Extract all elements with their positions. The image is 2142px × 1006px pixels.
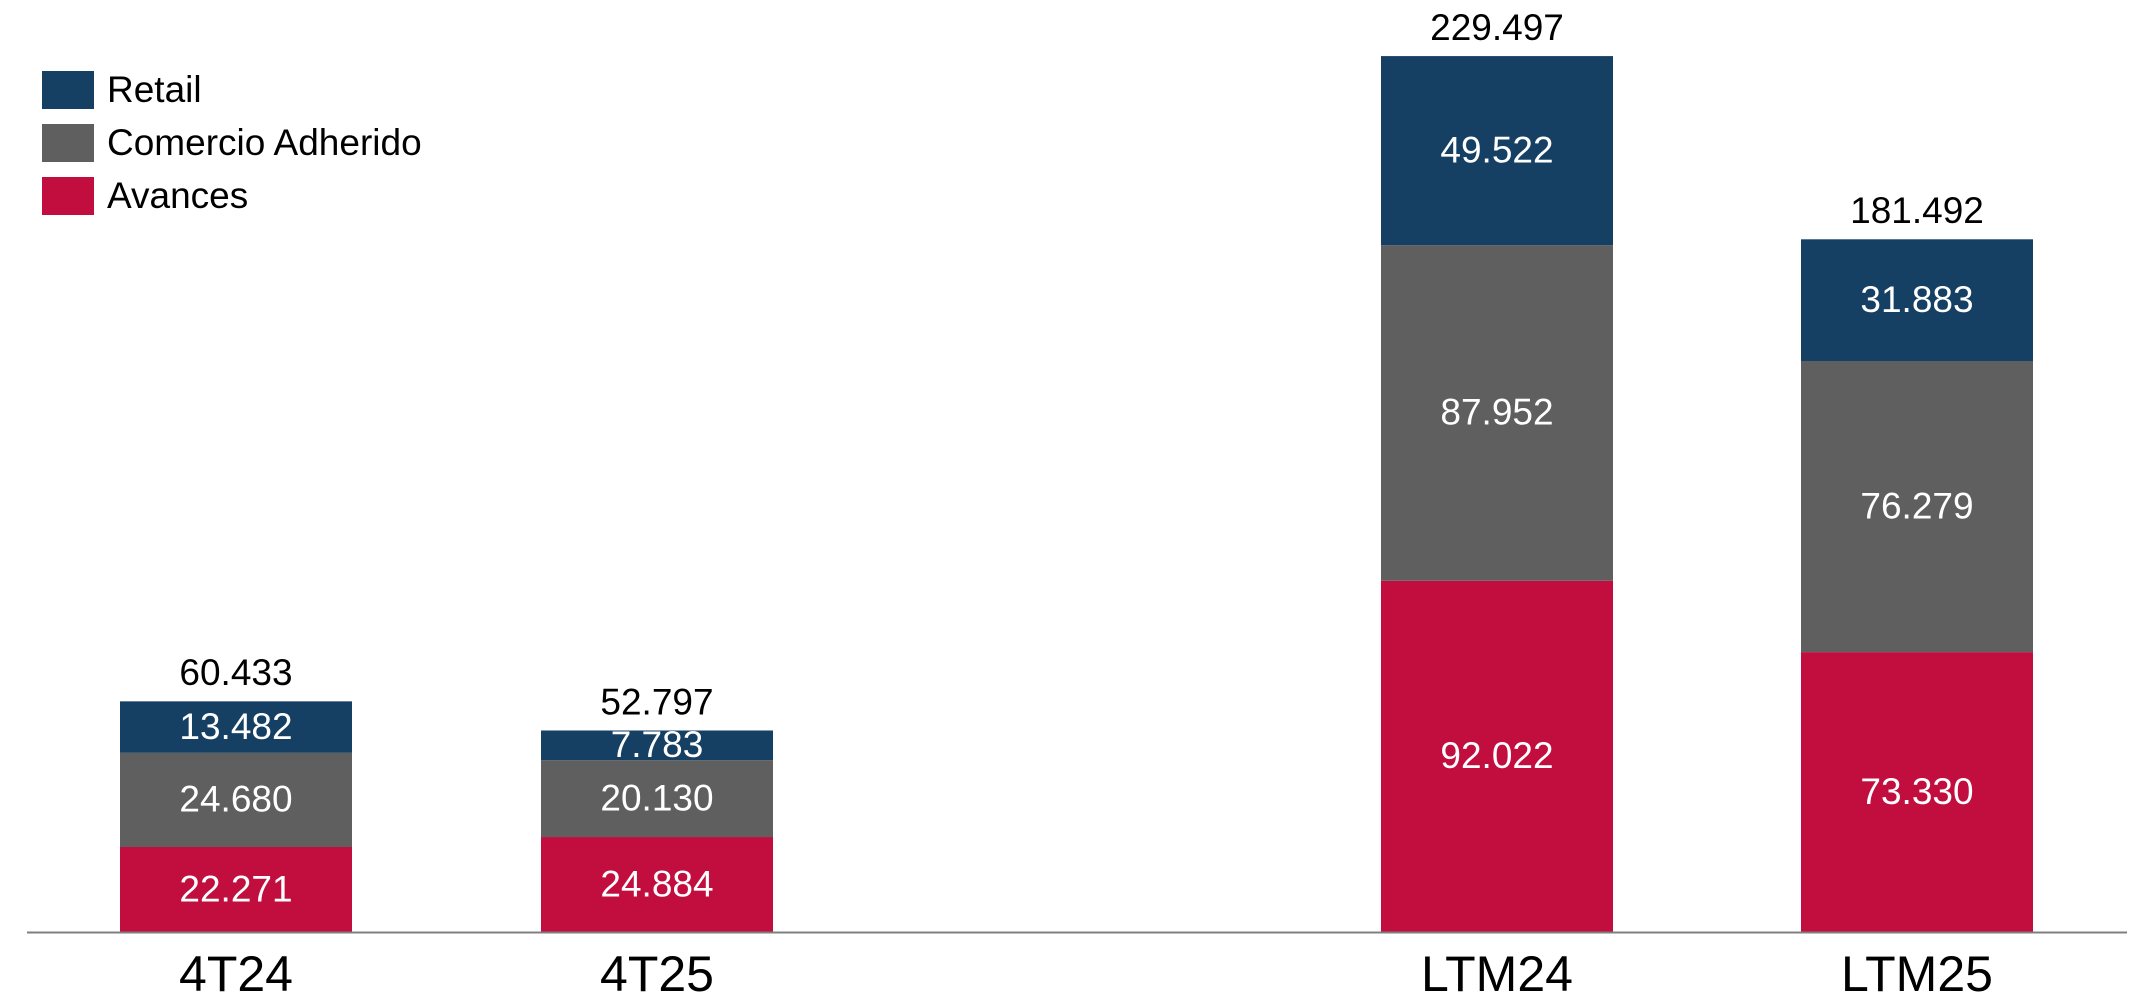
bar-segment bbox=[1381, 245, 1613, 581]
value-label: 31.883 bbox=[1860, 279, 1973, 320]
legend-label: Avances bbox=[107, 175, 248, 216]
total-label: 181.492 bbox=[1850, 190, 1984, 231]
value-label: 92.022 bbox=[1440, 735, 1553, 776]
bar-segment bbox=[1381, 580, 1613, 932]
bar-segment bbox=[120, 701, 352, 753]
value-label: 24.680 bbox=[179, 779, 292, 820]
value-label: 20.130 bbox=[600, 777, 713, 818]
value-label: 13.482 bbox=[179, 706, 292, 747]
x-tick-label: 4T24 bbox=[179, 946, 293, 1002]
x-tick-label: LTM25 bbox=[1841, 946, 1993, 1002]
bar-segment bbox=[541, 760, 773, 838]
x-tick-label: 4T25 bbox=[600, 946, 714, 1002]
bar-segment bbox=[1801, 360, 2033, 653]
legend-label: Retail bbox=[107, 69, 202, 110]
bar-segment bbox=[541, 730, 773, 761]
legend-swatch bbox=[42, 124, 94, 162]
bar-segment bbox=[1801, 652, 2033, 932]
legend-label: Comercio Adherido bbox=[107, 122, 422, 163]
value-label: 24.884 bbox=[600, 863, 713, 904]
total-label: 229.497 bbox=[1430, 7, 1564, 48]
bar-segment bbox=[541, 837, 773, 932]
legend-swatch bbox=[42, 177, 94, 215]
bar-segment bbox=[1801, 239, 2033, 361]
legend-swatch bbox=[42, 71, 94, 109]
total-label: 52.797 bbox=[600, 681, 713, 722]
bar-segment bbox=[120, 846, 352, 932]
value-label: 22.271 bbox=[179, 868, 292, 909]
bar-segment bbox=[1381, 56, 1613, 246]
value-label: 87.952 bbox=[1440, 392, 1553, 433]
value-label: 76.279 bbox=[1860, 485, 1973, 526]
bar-segment bbox=[120, 752, 352, 847]
x-tick-label: LTM24 bbox=[1421, 946, 1573, 1002]
total-label: 60.433 bbox=[179, 652, 292, 693]
value-label: 73.330 bbox=[1860, 771, 1973, 812]
value-label: 7.783 bbox=[611, 724, 704, 765]
value-label: 49.522 bbox=[1440, 129, 1553, 170]
